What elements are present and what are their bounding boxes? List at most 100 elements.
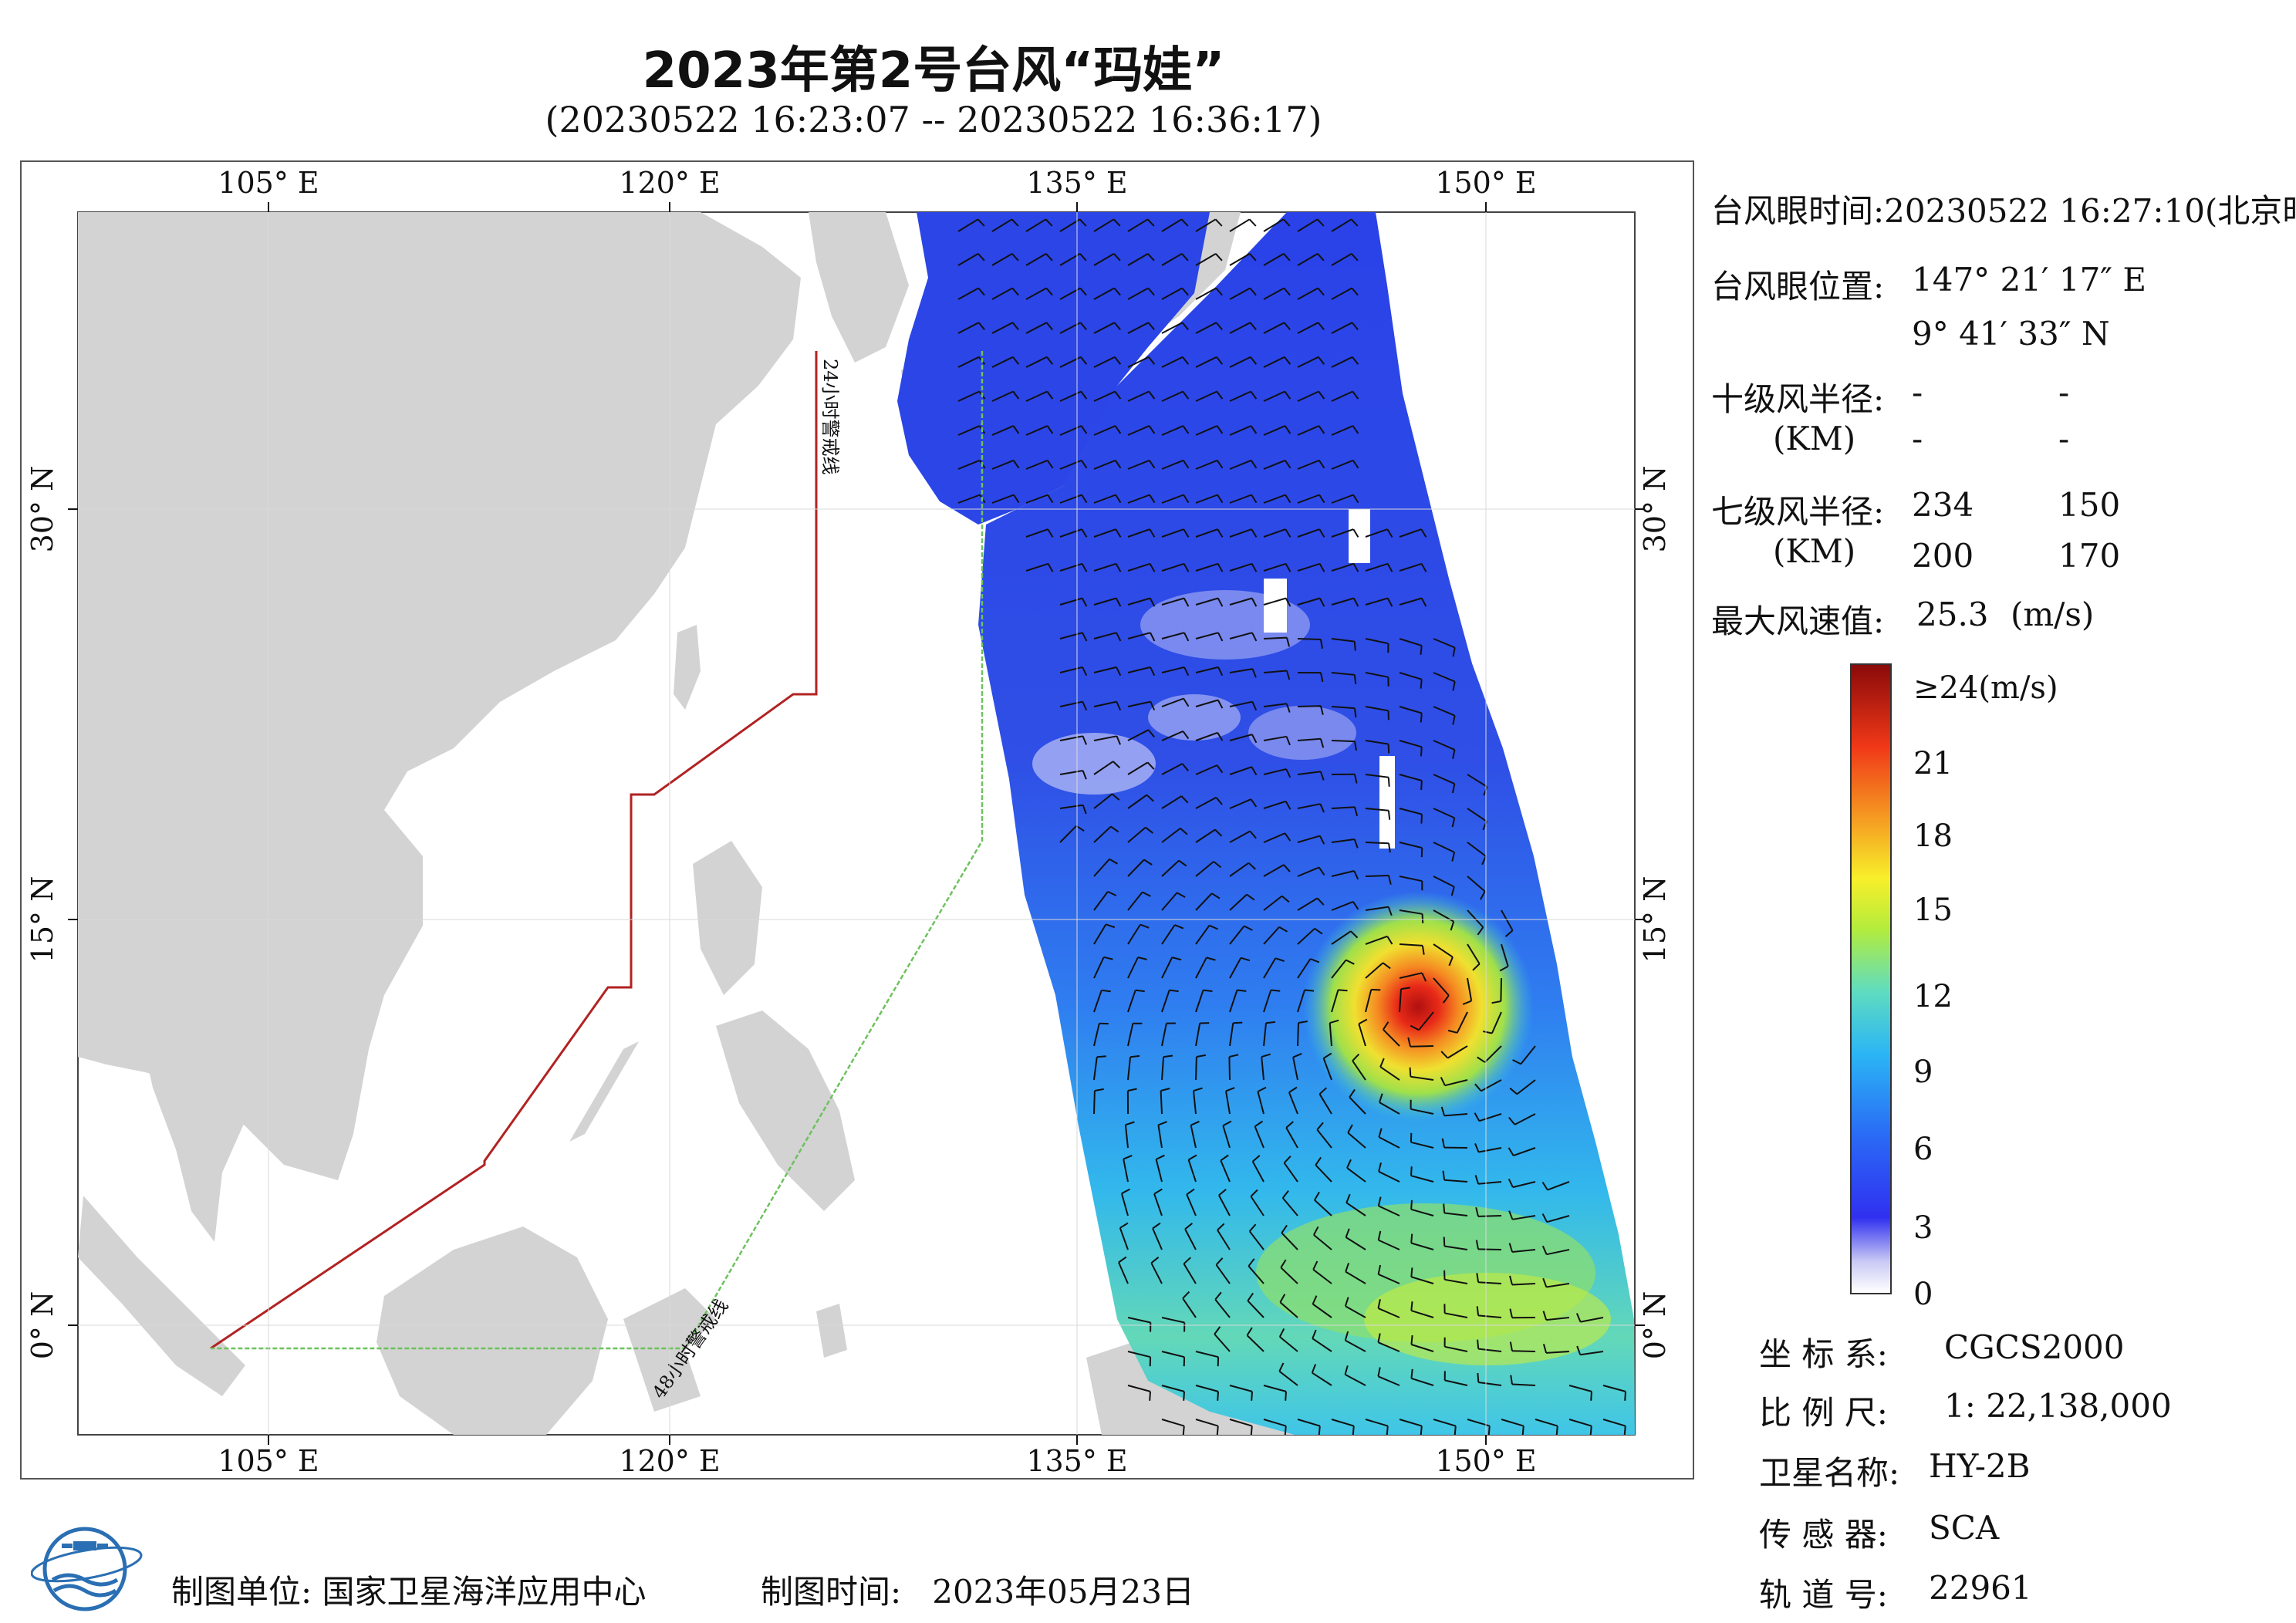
wind-barb: [1127, 494, 1150, 504]
wind-barb: [1195, 1023, 1201, 1047]
wind-barb: [1467, 943, 1481, 965]
wind-barb: [1025, 494, 1048, 504]
wind-barb-flag: [1354, 741, 1357, 751]
wind-barb: [957, 390, 980, 402]
wind-barb: [1315, 1164, 1332, 1183]
wind-field-map[interactable]: 24小时警戒线 48小时警戒线 105° E 120° E 135° E 150…: [22, 162, 1693, 1478]
wind-barb-flag: [1310, 958, 1320, 963]
wind-barb-flag: [1146, 218, 1155, 227]
wind-barb-flag: [1147, 322, 1155, 331]
wind-barb: [1331, 672, 1355, 676]
wind-barb-flag: [1352, 460, 1359, 469]
wind-barb-flag: [1150, 666, 1156, 677]
wind-barb: [1093, 390, 1116, 402]
wind-barb: [1161, 632, 1185, 639]
wind-barb-flag: [1251, 494, 1258, 504]
colorbar-label: ≥24(m/s): [1913, 670, 2058, 706]
wind-barb-flag: [1352, 598, 1359, 607]
wind-barb-flag: [1410, 1166, 1413, 1176]
wind-barb: [1127, 632, 1151, 639]
wind-barb-flag: [1183, 697, 1190, 707]
wind-barb-flag: [1284, 356, 1292, 365]
wind-barb: [1456, 1011, 1468, 1034]
wind-barb-flag: [1113, 218, 1121, 227]
wind-barb: [1312, 1338, 1332, 1352]
eye-time: 台风眼时间:20230522 16:27:10(北京时): [1711, 192, 2296, 230]
wind-barb: [991, 218, 1013, 232]
wind-barb: [1093, 356, 1116, 368]
wind-barb: [1161, 1057, 1165, 1081]
wind-barb-flag: [1233, 1021, 1243, 1024]
wind-barb-flag: [1311, 1364, 1317, 1374]
wind-barb-flag: [1345, 1262, 1350, 1272]
wind-barb-flag: [1045, 218, 1053, 227]
wind-barb-flag: [1075, 825, 1085, 832]
wind-barb-flag: [1116, 735, 1122, 745]
taiwan: [674, 625, 701, 710]
wind-barb: [1059, 425, 1082, 436]
wind-barb: [1025, 322, 1048, 334]
wind-barb: [1229, 494, 1252, 504]
wind-barb: [1297, 803, 1321, 809]
wind-barb: [1297, 425, 1319, 436]
wind-barb-flag: [1346, 1193, 1351, 1203]
wind-barb-flag: [1215, 1257, 1224, 1266]
wind-barb: [1279, 1336, 1298, 1352]
wind-barb-flag: [1082, 735, 1088, 745]
wind-barb: [1478, 1281, 1502, 1284]
sensor-label: 传 感 器:: [1759, 1516, 1888, 1554]
wind-barb-flag: [1213, 861, 1222, 869]
wind-barb: [1217, 1230, 1231, 1250]
wind-barb: [1093, 891, 1109, 911]
wind-barb: [1444, 1379, 1468, 1386]
lon-label-bottom: 105° E: [218, 1444, 319, 1478]
wind-barb: [1161, 697, 1184, 707]
wind-barb-flag: [1217, 598, 1224, 607]
wind-barb-flag: [1318, 390, 1325, 400]
wind-barb-flag: [1156, 1154, 1165, 1160]
wind-barb-flag: [1106, 923, 1116, 929]
wind-barb: [1331, 528, 1354, 538]
axis-ticks: [68, 202, 1645, 1445]
wind-barb: [1247, 1300, 1264, 1318]
wind-barb: [1195, 597, 1219, 606]
wind-barb-flag: [977, 218, 985, 227]
wind-barb: [1127, 287, 1149, 300]
wind-barb: [1254, 1125, 1264, 1149]
r7-value: 234: [1912, 486, 1974, 524]
wind-barb-flag: [1279, 1294, 1286, 1303]
wind-barb-flag: [1116, 632, 1122, 642]
wind-barb: [1059, 770, 1083, 775]
wind-barb: [1297, 771, 1321, 775]
wind-barb-flag: [1178, 859, 1187, 867]
wind-barb: [1195, 861, 1214, 877]
wind-barb-flag: [1387, 906, 1393, 916]
wind-barb-flag: [1317, 322, 1325, 331]
wind-barb: [1410, 1208, 1434, 1216]
wind-barb: [1161, 957, 1173, 979]
wind-barb-flag: [1379, 1058, 1385, 1068]
wind-barb-flag: [1113, 287, 1121, 296]
r7-label: 七级风半径:: [1711, 493, 1885, 531]
wind-barb-flag: [1160, 1088, 1170, 1092]
wind-barb-flag: [1181, 287, 1189, 296]
wind-barb-flag: [1477, 926, 1484, 936]
wind-barb: [1365, 842, 1389, 845]
wind-barb: [1229, 893, 1248, 911]
wind-barbs: [957, 218, 1626, 1435]
wind-barb-flag: [1286, 637, 1290, 647]
wind-barb-flag: [1250, 356, 1258, 365]
wind-barb-flag: [1354, 774, 1358, 784]
wind-barb: [1399, 972, 1423, 979]
wind-barb: [1365, 906, 1389, 911]
wind-barb-flag: [1319, 563, 1325, 572]
wind-barb-flag: [1474, 1143, 1480, 1152]
wind-barb: [1288, 1092, 1298, 1115]
wind-barb: [1229, 356, 1251, 368]
wind-barb: [1195, 253, 1217, 266]
wind-barb: [1059, 700, 1083, 707]
wind-barb-flag: [1476, 1306, 1480, 1316]
wind-barb: [1152, 1228, 1163, 1250]
wind-barb-flag: [1190, 1120, 1200, 1126]
wind-barb: [1261, 1057, 1264, 1081]
